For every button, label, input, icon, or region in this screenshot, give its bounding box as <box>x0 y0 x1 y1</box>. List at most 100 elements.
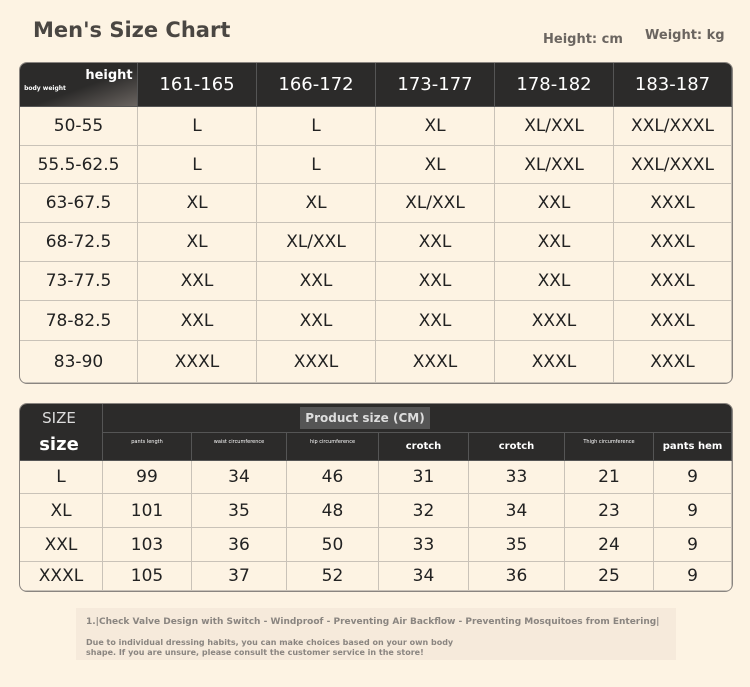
table-cell: 34 <box>192 461 287 494</box>
table-cell: XXL <box>257 262 376 301</box>
column-header: 173-177 <box>376 63 495 107</box>
table-cell: XXXL <box>376 341 495 383</box>
table-cell: 32 <box>379 494 469 528</box>
table-cell: 33 <box>379 528 469 562</box>
height-unit: Height: cm <box>543 32 623 47</box>
column-header: crotch <box>379 433 469 461</box>
table-cell: 23 <box>565 494 654 528</box>
table-cell: XXL <box>138 301 257 341</box>
product-table: SIZE size Product size (CM) pants length wai… <box>19 403 733 592</box>
table-cell: 9 <box>654 494 732 528</box>
table-cell: 36 <box>192 528 287 562</box>
table-cell: 83-90 <box>20 341 138 383</box>
table-cell: 34 <box>469 494 565 528</box>
column-header: waist circumference <box>192 433 287 461</box>
table-cell: 68-72.5 <box>20 223 138 262</box>
column-header: pants hem <box>654 433 732 461</box>
table-cell: 103 <box>103 528 192 562</box>
corner-label: SIZE <box>42 409 76 427</box>
column-header: 166-172 <box>257 63 376 107</box>
table-cell: XXXL <box>138 341 257 383</box>
table-cell: XL <box>138 223 257 262</box>
table-cell: 33 <box>469 461 565 494</box>
table-cell: 21 <box>565 461 654 494</box>
table-cell: XXL <box>495 184 614 223</box>
table-cell: 24 <box>565 528 654 562</box>
table-cell: XL <box>376 107 495 146</box>
table-cell: XXL/XXXL <box>614 146 732 184</box>
table-cell: 52 <box>287 562 379 591</box>
column-header: hip circumference <box>287 433 379 461</box>
table-cell: XXXL <box>614 262 732 301</box>
table-cell: 73-77.5 <box>20 262 138 301</box>
table-cell: 37 <box>192 562 287 591</box>
table-cell: 105 <box>103 562 192 591</box>
table-cell: L <box>257 146 376 184</box>
table-cell: 48 <box>287 494 379 528</box>
corner-label: height <box>85 67 133 83</box>
table-cell: XL/XXL <box>376 184 495 223</box>
corner-label: size <box>39 433 79 455</box>
table-cell: XXL <box>495 262 614 301</box>
weight-unit: Weight: kg <box>645 28 725 43</box>
column-header: 161-165 <box>138 63 257 107</box>
table-cell: XXXL <box>614 223 732 262</box>
table-cell: L <box>138 146 257 184</box>
table-cell: 101 <box>103 494 192 528</box>
table-cell: XXXL <box>614 184 732 223</box>
table-cell: L <box>138 107 257 146</box>
table-cell: 50-55 <box>20 107 138 146</box>
table-cell: XL/XXL <box>495 146 614 184</box>
size-table: height body weight 161-165 166-172 173-177 17… <box>19 62 733 384</box>
table-cell: XXXL <box>257 341 376 383</box>
table-cell: 46 <box>287 461 379 494</box>
table-cell: XL/XXL <box>495 107 614 146</box>
table-cell: XXXL <box>495 301 614 341</box>
table-cell: XL <box>20 494 103 528</box>
table-cell: XXL <box>495 223 614 262</box>
table-cell: XXL <box>376 262 495 301</box>
table-cell: 9 <box>654 461 732 494</box>
table-cell: 35 <box>192 494 287 528</box>
table-cell: L <box>20 461 103 494</box>
table-cell: XXL <box>20 528 103 562</box>
table-cell: 36 <box>469 562 565 591</box>
column-header: pants length <box>103 433 192 461</box>
table-cell: XXXL <box>614 301 732 341</box>
table-cell: 25 <box>565 562 654 591</box>
table-cell: L <box>257 107 376 146</box>
corner <box>20 404 103 461</box>
note: Due to individual dressing habits, you c… <box>86 638 454 657</box>
table-cell: XL <box>138 184 257 223</box>
table-cell: 99 <box>103 461 192 494</box>
table-cell: 63-67.5 <box>20 184 138 223</box>
title: Men's Size Chart <box>33 18 231 42</box>
table-cell: XXL <box>257 301 376 341</box>
group-header: Product size (CM) <box>300 407 430 429</box>
table-cell: 78-82.5 <box>20 301 138 341</box>
table-cell: XXL/XXXL <box>614 107 732 146</box>
column-header: 183-187 <box>614 63 732 107</box>
table-cell: 50 <box>287 528 379 562</box>
table-cell: XL <box>257 184 376 223</box>
corner-label: body weight <box>24 84 66 92</box>
table-cell: XXL <box>138 262 257 301</box>
notes-box <box>76 608 676 660</box>
table-cell: XXXL <box>20 562 103 591</box>
column-header: Thigh circumference <box>565 433 654 461</box>
table-cell: XXL <box>376 301 495 341</box>
table-cell: 31 <box>379 461 469 494</box>
table-cell: XL <box>376 146 495 184</box>
table-cell: XXXL <box>614 341 732 383</box>
table-cell: 9 <box>654 562 732 591</box>
table-cell: 9 <box>654 528 732 562</box>
table-cell: XL/XXL <box>257 223 376 262</box>
column-header: crotch <box>469 433 565 461</box>
note: 1.|Check Valve Design with Switch - Wind… <box>86 617 660 627</box>
column-header: 178-182 <box>495 63 614 107</box>
table-cell: XXL <box>376 223 495 262</box>
table-cell: 34 <box>379 562 469 591</box>
table-cell: 55.5-62.5 <box>20 146 138 184</box>
table-cell: XXXL <box>495 341 614 383</box>
